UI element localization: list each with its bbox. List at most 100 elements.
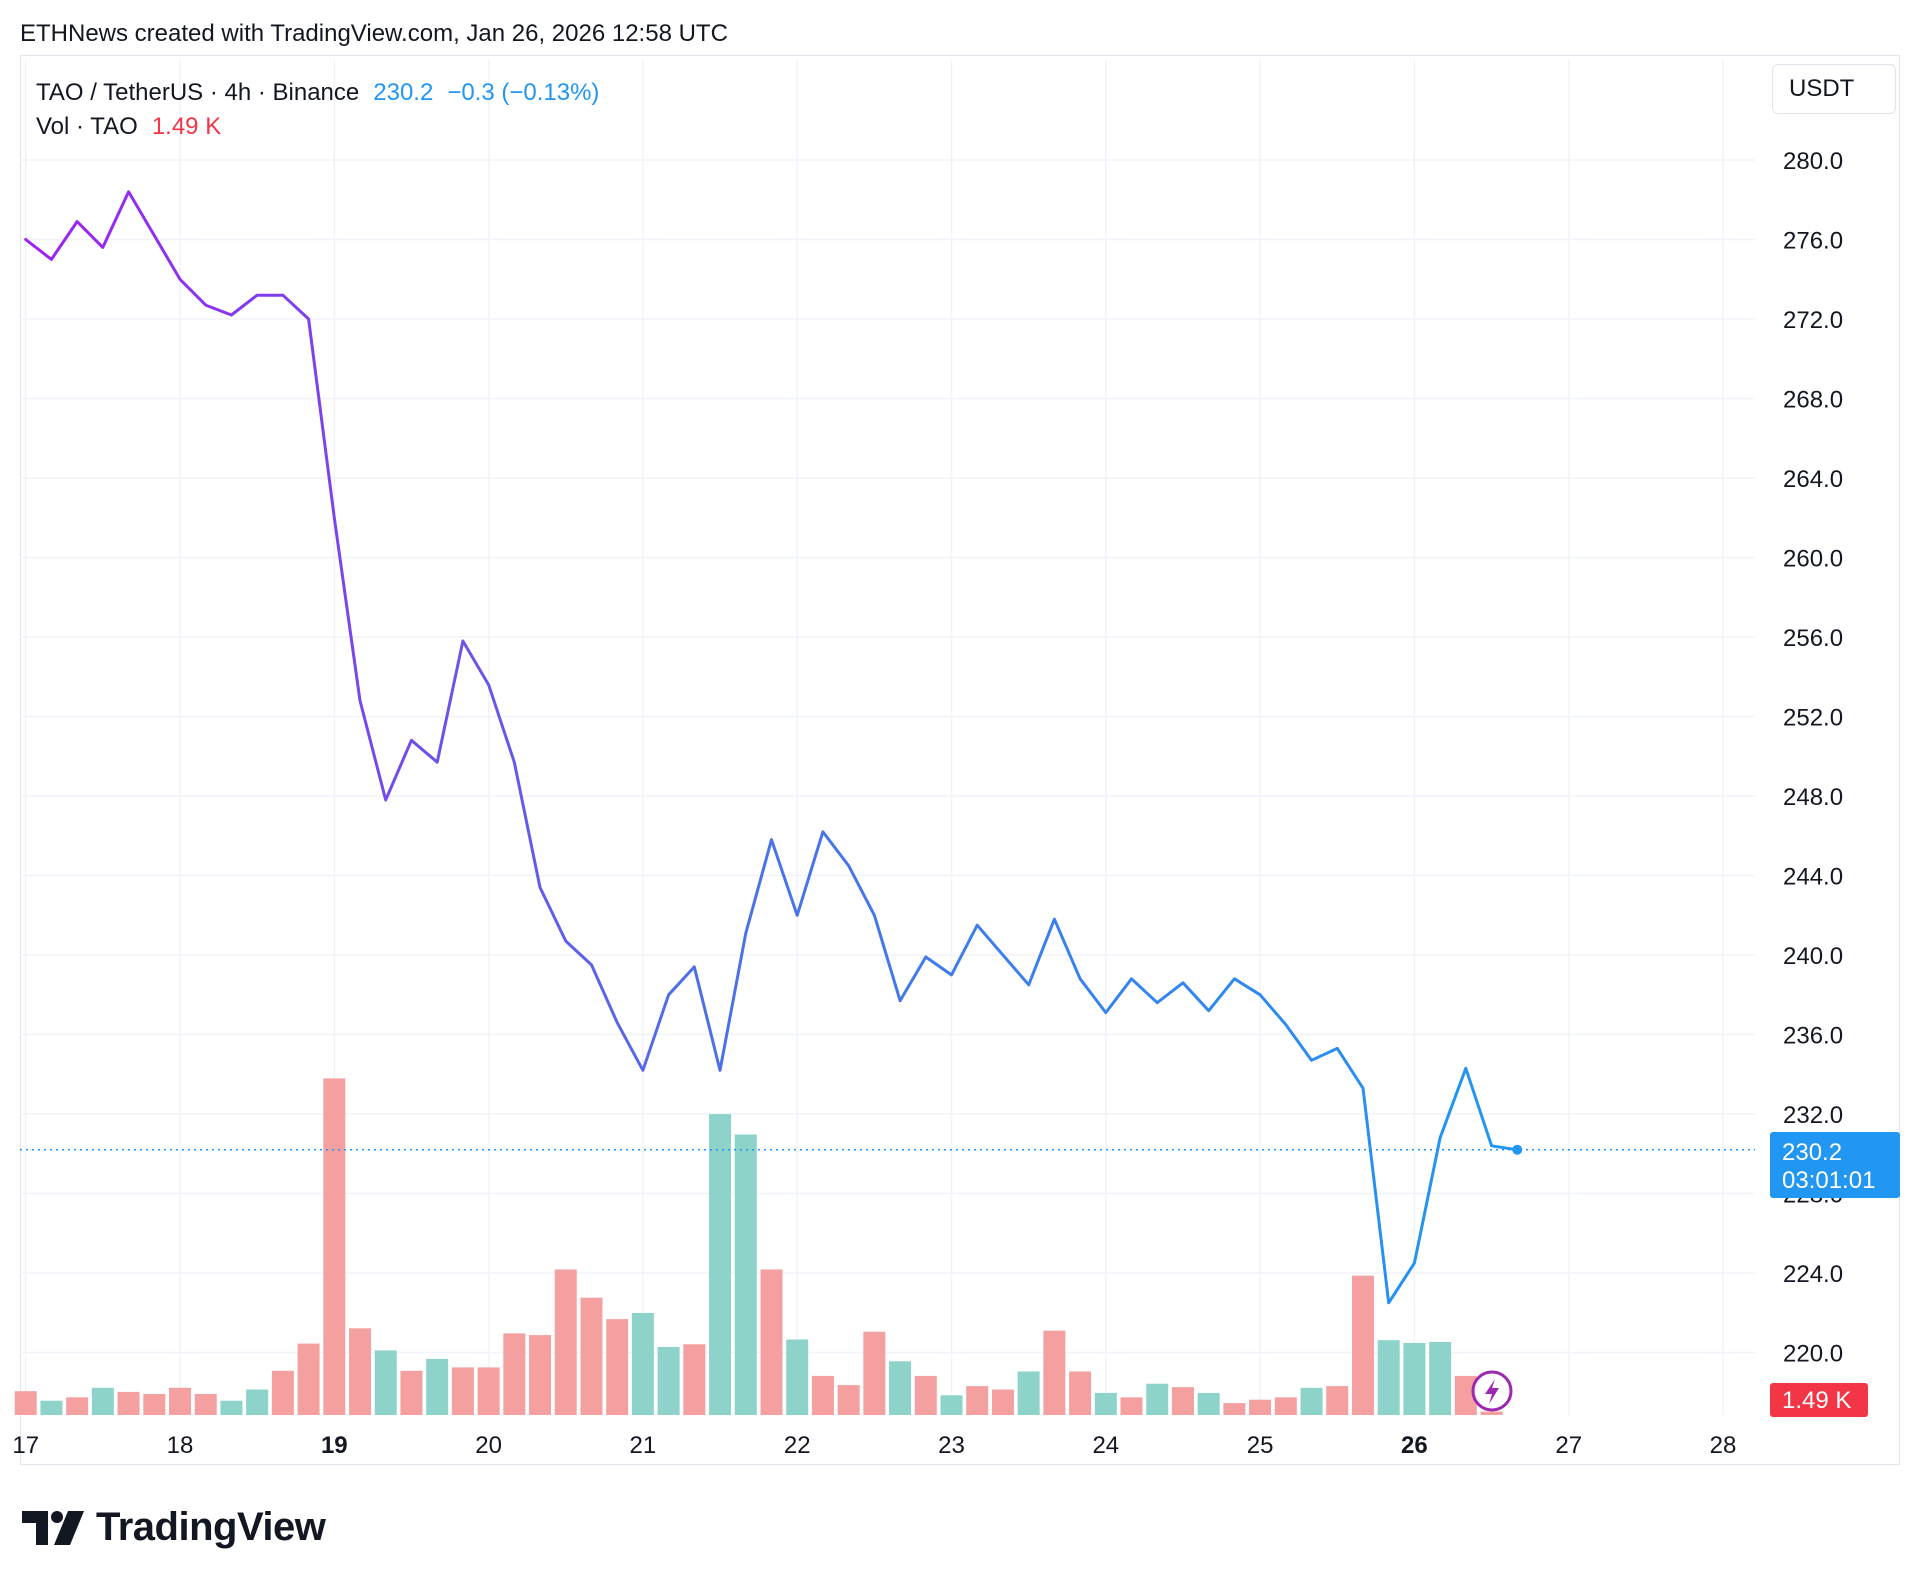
volume-bar <box>837 1385 860 1415</box>
volume-bar <box>1403 1342 1426 1415</box>
y-tick-label: 224.0 <box>1783 1261 1843 1288</box>
volume-bar <box>786 1339 809 1415</box>
volume-bar <box>580 1297 603 1415</box>
currency-button[interactable]: USDT <box>1772 64 1896 114</box>
y-tick-label: 232.0 <box>1783 1102 1843 1129</box>
volume-bar <box>657 1347 680 1415</box>
x-tick-label: 23 <box>938 1432 965 1459</box>
volume-bar <box>169 1387 191 1415</box>
volume-label[interactable]: Vol · TAO <box>36 113 138 140</box>
volume-bar <box>1274 1397 1297 1415</box>
price-change-value: −0.3 (−0.13%) <box>447 79 600 106</box>
volume-bar <box>503 1333 526 1415</box>
volume-bar <box>863 1331 886 1415</box>
volume-bar <box>1197 1392 1220 1415</box>
tradingview-logo[interactable]: TradingView <box>22 1505 326 1550</box>
volume-bar <box>14 1391 37 1415</box>
volume-bar <box>477 1367 500 1415</box>
volume-bar <box>760 1269 783 1415</box>
x-tick-label: 18 <box>167 1432 194 1459</box>
y-tick-label: 244.0 <box>1783 864 1843 891</box>
x-tick-label: 19 <box>321 1432 348 1459</box>
volume-bar <box>91 1387 114 1415</box>
price-badge-value: 230.2 <box>1782 1139 1842 1166</box>
time-axis[interactable]: 17 18 19 20 21 22 23 24 25 26 27 28 <box>12 1432 1736 1459</box>
volume-bar <box>1120 1397 1143 1415</box>
y-tick-label: 252.0 <box>1783 705 1843 732</box>
last-price-point <box>1512 1144 1523 1155</box>
volume-bar <box>529 1335 552 1415</box>
symbol-label[interactable]: TAO / TetherUS · 4h · Binance <box>36 79 360 106</box>
volume-bar <box>811 1375 834 1415</box>
y-tick-label: 248.0 <box>1783 784 1843 811</box>
y-tick-label: 256.0 <box>1783 625 1843 652</box>
volume-bar <box>297 1343 320 1415</box>
x-tick-label: 24 <box>1092 1432 1119 1459</box>
volume-bar <box>1171 1387 1194 1415</box>
volume-bar <box>117 1391 140 1415</box>
volume-bar <box>1300 1387 1323 1415</box>
volume-value: 1.49 K <box>151 113 222 140</box>
volume-bar <box>1351 1275 1374 1415</box>
x-tick-label: 20 <box>475 1432 502 1459</box>
last-price-value: 230.2 <box>373 79 434 106</box>
volume-bar <box>1326 1386 1349 1415</box>
price-badge-countdown: 03:01:01 <box>1782 1167 1875 1194</box>
price-series-line <box>24 190 1519 1305</box>
volume-bar <box>1017 1371 1040 1415</box>
x-tick-label: 25 <box>1247 1432 1274 1459</box>
chart-attribution: ETHNews created with TradingView.com, Ja… <box>20 20 728 47</box>
y-tick-label: 240.0 <box>1783 943 1843 970</box>
volume-bar <box>271 1370 294 1415</box>
volume-bar <box>426 1358 449 1415</box>
volume-bar <box>66 1397 89 1415</box>
legend-symbol-row[interactable]: TAO / TetherUS · 4h · Binance 230.2 −0.3 (… <box>36 76 599 110</box>
volume-bar <box>631 1313 654 1415</box>
x-tick-label: 27 <box>1555 1432 1582 1459</box>
x-tick-label: 22 <box>784 1432 811 1459</box>
volume-bar <box>323 1078 346 1415</box>
grid-lines <box>20 60 1755 1415</box>
y-tick-label: 264.0 <box>1783 466 1843 493</box>
volume-bar <box>940 1395 963 1415</box>
volume-bar <box>1223 1403 1246 1415</box>
x-tick-label: 28 <box>1710 1432 1737 1459</box>
volume-bar <box>554 1269 577 1415</box>
volume-bar <box>709 1114 732 1415</box>
volume-badge-value: 1.49 K <box>1782 1387 1851 1414</box>
volume-bar <box>194 1393 217 1415</box>
volume-bar <box>1377 1340 1400 1415</box>
chart-legend[interactable]: TAO / TetherUS · 4h · Binance 230.2 −0.3 (… <box>36 76 599 144</box>
volume-badge: 1.49 K <box>1770 1383 1868 1417</box>
brand-name: TradingView <box>96 1505 326 1549</box>
volume-bar <box>349 1328 372 1415</box>
y-tick-label: 272.0 <box>1783 307 1843 334</box>
y-tick-label: 276.0 <box>1783 228 1843 255</box>
y-tick-label: 268.0 <box>1783 387 1843 414</box>
volume-bar <box>991 1389 1014 1415</box>
volume-bar <box>683 1344 706 1415</box>
volume-bar <box>1429 1341 1452 1415</box>
volume-bar <box>1069 1371 1092 1415</box>
volume-bars <box>14 1078 1503 1415</box>
volume-bar <box>734 1134 757 1415</box>
volume-bar <box>143 1393 166 1415</box>
volume-bar <box>1094 1392 1117 1415</box>
x-tick-label: 26 <box>1401 1432 1428 1459</box>
volume-bar <box>400 1370 423 1415</box>
volume-bar <box>914 1375 937 1415</box>
price-badge: 230.2 03:01:01 <box>1770 1132 1900 1198</box>
tradingview-logo-icon <box>22 1510 84 1545</box>
volume-bar <box>220 1400 243 1415</box>
volume-bar <box>889 1361 912 1415</box>
y-tick-label: 220.0 <box>1783 1341 1843 1368</box>
volume-bar <box>451 1367 474 1415</box>
legend-volume-row[interactable]: Vol · TAO 1.49 K <box>36 110 599 144</box>
chart-frame[interactable] <box>20 55 1900 1465</box>
volume-bar <box>1480 1411 1503 1415</box>
lightning-icon[interactable] <box>1471 1370 1513 1412</box>
volume-bar <box>966 1386 989 1415</box>
volume-bar <box>1454 1375 1477 1415</box>
volume-bar <box>374 1350 397 1415</box>
